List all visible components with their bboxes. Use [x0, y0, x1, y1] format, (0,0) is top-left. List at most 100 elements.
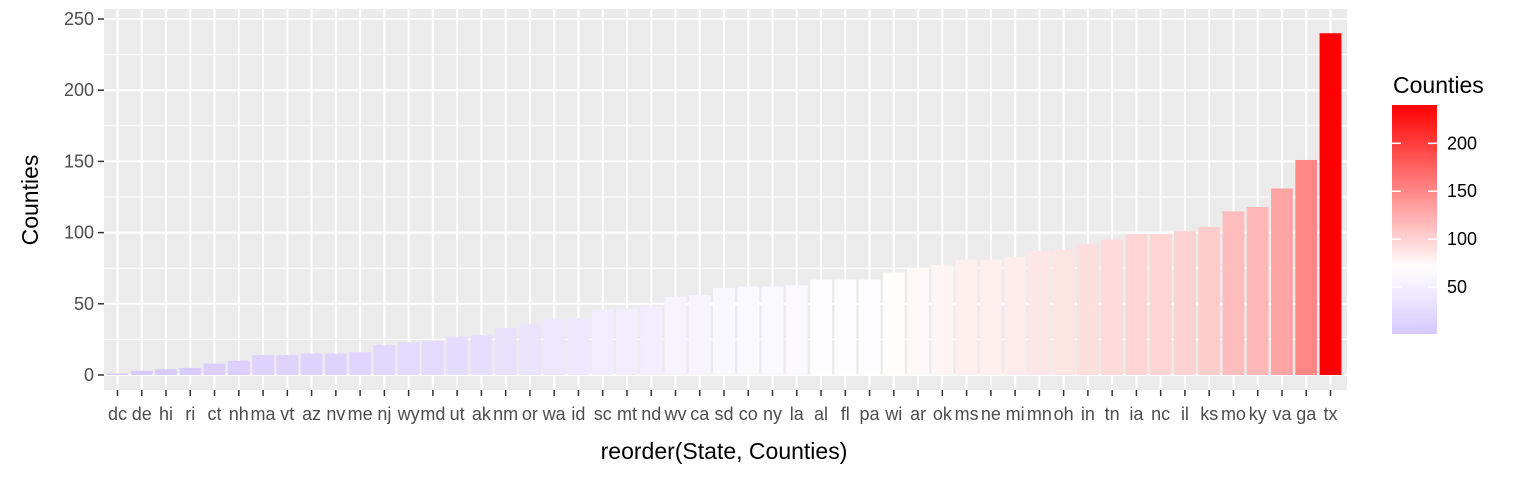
bar-nc	[1149, 234, 1172, 375]
bar-md	[421, 340, 444, 375]
bar-fl	[834, 279, 857, 375]
bar-ny	[761, 286, 784, 375]
x-tick-label-ky: ky	[1249, 404, 1267, 424]
x-tick-label-hi: hi	[159, 404, 173, 424]
x-tick-label-md: md	[420, 404, 445, 424]
x-tick-label-mn: mn	[1027, 404, 1052, 424]
x-tick-label-ks: ks	[1200, 404, 1218, 424]
bar-mn	[1028, 251, 1051, 375]
x-tick-label-ga: ga	[1296, 404, 1317, 424]
x-tick-label-wi: wi	[884, 404, 902, 424]
y-axis: 0 50 100 150 200 250	[64, 9, 104, 385]
bar-mo	[1222, 211, 1245, 375]
bar-tx	[1319, 33, 1342, 376]
x-tick-label-wa: wa	[542, 404, 567, 424]
y-tick-label: 200	[64, 80, 94, 100]
y-tick-label: 150	[64, 151, 94, 171]
x-tick-label-mo: mo	[1221, 404, 1246, 424]
legend-title: Counties	[1393, 72, 1484, 98]
color-legend: Counties 50 100 150 200	[1392, 72, 1484, 334]
x-tick-label-ca: ca	[690, 404, 710, 424]
legend-tick-label: 200	[1447, 133, 1477, 153]
bar-nv	[324, 353, 347, 375]
y-tick-label: 0	[84, 365, 94, 385]
bar-ky	[1246, 206, 1269, 375]
bar-mi	[1004, 256, 1027, 375]
bar-nh	[227, 360, 250, 375]
bar-de	[130, 370, 153, 375]
bar-az	[300, 353, 323, 375]
bar-co	[737, 286, 760, 375]
x-tick-label-ia: ia	[1129, 404, 1144, 424]
bar-wa	[543, 319, 566, 375]
x-tick-label-me: me	[348, 404, 373, 424]
x-tick-label-ms: ms	[955, 404, 979, 424]
x-axis: dc de hi ri ct nh ma vt az nv me nj wy md ut ak nm or wa id…	[108, 390, 1338, 424]
bar-la	[785, 285, 808, 375]
bar-sc	[591, 309, 614, 375]
x-tick-label-va: va	[1272, 404, 1292, 424]
bar-ar	[907, 268, 929, 375]
x-tick-label-ct: ct	[208, 404, 222, 424]
x-tick-label-wy: wy	[397, 404, 420, 424]
bar-ks	[1198, 226, 1221, 375]
legend-ticks: 50 100 150 200	[1392, 133, 1477, 297]
legend-tick-label: 50	[1447, 277, 1467, 297]
x-tick-label-ok: ok	[933, 404, 953, 424]
x-tick-label-co: co	[739, 404, 758, 424]
bar-or	[519, 323, 541, 375]
x-tick-label-tn: tn	[1105, 404, 1120, 424]
bar-va	[1271, 188, 1293, 375]
x-tick-label-mt: mt	[617, 404, 637, 424]
bar-ga	[1295, 159, 1318, 375]
x-tick-label-or: or	[522, 404, 538, 424]
x-tick-label-de: de	[132, 404, 152, 424]
bar-ok	[931, 265, 954, 375]
bar-ca	[688, 295, 711, 375]
y-tick-label: 50	[74, 294, 94, 314]
bar-nd	[640, 306, 663, 375]
x-tick-label-id: id	[571, 404, 585, 424]
x-tick-label-ar: ar	[910, 404, 926, 424]
bar-ms	[955, 259, 978, 375]
x-tick-label-tx: tx	[1323, 404, 1337, 424]
x-tick-label-mi: mi	[1006, 404, 1025, 424]
x-tick-label-il: il	[1181, 404, 1189, 424]
bar-ne	[979, 259, 1002, 375]
bar-oh	[1052, 249, 1075, 375]
x-tick-label-in: in	[1081, 404, 1095, 424]
bar-wi	[882, 272, 905, 375]
legend-tick-label: 150	[1447, 181, 1477, 201]
x-tick-label-az: az	[302, 404, 321, 424]
bar-sd	[713, 288, 735, 375]
bar-vt	[276, 355, 299, 375]
x-tick-label-ri: ri	[185, 404, 195, 424]
bar-wv	[664, 296, 687, 375]
bar-in	[1076, 243, 1099, 375]
x-tick-label-la: la	[790, 404, 805, 424]
x-tick-label-nc: nc	[1151, 404, 1170, 424]
bar-tn	[1101, 239, 1124, 375]
bar-nj	[373, 345, 396, 375]
y-tick-label: 250	[64, 9, 94, 29]
bar-al	[810, 279, 832, 375]
x-axis-title: reorder(State, Counties)	[601, 438, 848, 464]
x-tick-label-nm: nm	[493, 404, 518, 424]
bar-ma	[252, 355, 274, 375]
bar-pa	[858, 279, 881, 375]
x-tick-label-nv: nv	[326, 404, 345, 424]
bar-ut	[446, 336, 469, 375]
bar-hi	[155, 369, 177, 375]
bar-il	[1174, 231, 1196, 375]
legend-colorbar	[1392, 105, 1437, 334]
y-tick-label: 100	[64, 223, 94, 243]
x-tick-label-ne: ne	[981, 404, 1001, 424]
x-tick-label-ny: ny	[763, 404, 782, 424]
x-tick-label-fl: fl	[841, 404, 850, 424]
bar-ct	[203, 363, 226, 375]
bar-mt	[616, 308, 638, 375]
legend-tick-label: 100	[1447, 229, 1477, 249]
bars	[106, 33, 1342, 376]
x-tick-label-ut: ut	[450, 404, 465, 424]
x-tick-label-nj: nj	[377, 404, 391, 424]
